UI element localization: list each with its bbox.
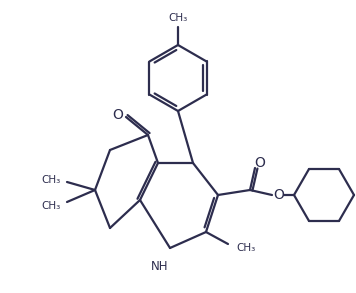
Text: NH: NH	[151, 260, 169, 273]
Text: O: O	[255, 156, 266, 170]
Text: CH₃: CH₃	[41, 201, 61, 211]
Text: CH₃: CH₃	[41, 175, 61, 185]
Text: CH₃: CH₃	[236, 243, 255, 253]
Text: O: O	[112, 108, 124, 122]
Text: CH₃: CH₃	[168, 13, 188, 23]
Text: O: O	[273, 188, 284, 202]
